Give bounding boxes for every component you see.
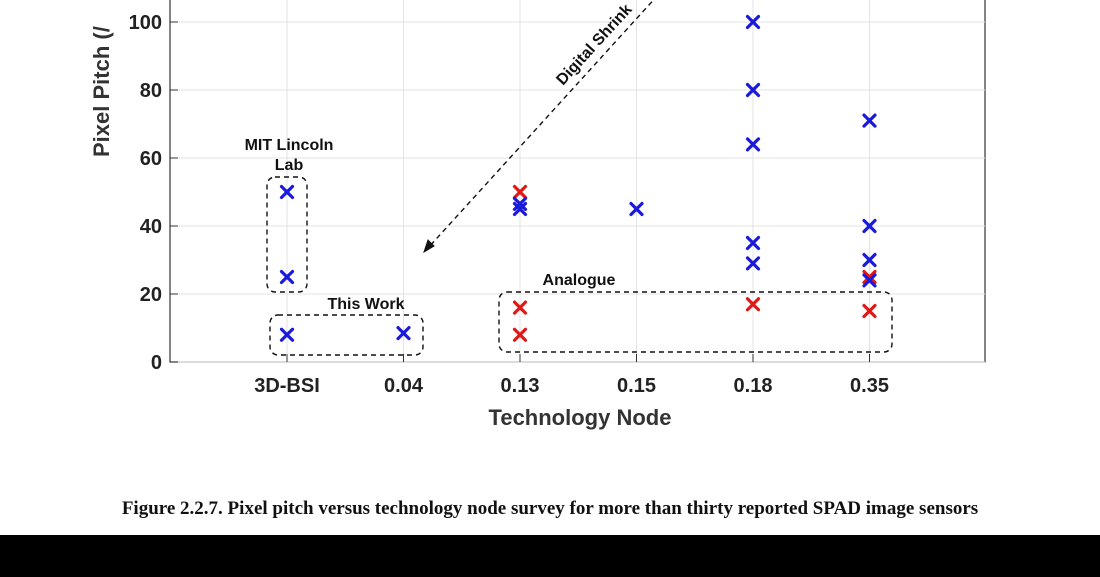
marker-stroke [512, 184, 528, 200]
marker-stroke [512, 201, 528, 217]
marker-stroke [279, 184, 295, 200]
pixel-pitch-chart: 0 20 40 60 80 100 3D-BSI 0.04 0.13 0.15 0.18 0.35 Te… [89, 0, 986, 430]
blue-data-point [279, 184, 295, 200]
marker-stroke [745, 297, 761, 312]
this-work-label: This Work [327, 296, 404, 313]
mit-lincoln-lab-box [266, 176, 308, 293]
blue-data-point [862, 218, 877, 234]
analogue-label: Analogue [543, 272, 616, 289]
blue-data-point [745, 235, 761, 251]
analogue-box [498, 291, 893, 353]
marker-stroke [745, 256, 761, 271]
blue-data-point [745, 137, 761, 152]
marker-stroke [745, 14, 761, 30]
y-tick-label: 80 [140, 80, 162, 102]
blue-data-point [396, 326, 411, 341]
digital-shrink-label: Digital Shrink [553, 1, 635, 89]
mit-lincoln-lab-label-line2: Lab [275, 157, 304, 174]
y-tick-label: 60 [140, 148, 162, 170]
digital-shrink-arrowhead [423, 239, 435, 254]
mit-lincoln-lab-label: MIT Lincoln [245, 137, 334, 154]
blue-data-point [279, 327, 295, 342]
blue-data-point [279, 269, 295, 285]
bottom-black-band [0, 535, 1100, 577]
y-tick-label: 100 [129, 12, 162, 34]
marker-stroke [862, 269, 877, 285]
marker-stroke [862, 113, 877, 128]
y-tick-label: 40 [140, 216, 162, 238]
x-tick-label: 0.13 [501, 375, 540, 397]
marker-stroke [512, 327, 528, 342]
x-tick-label: 3D-BSI [254, 375, 320, 397]
marker-stroke [862, 303, 877, 319]
red-data-point [512, 327, 528, 342]
blue-data-point [862, 273, 877, 288]
blue-data-point [512, 201, 528, 217]
y-axis-title: Pixel Pitch (/ [89, 26, 114, 157]
marker-stroke [745, 235, 761, 251]
blue-data-point [629, 201, 644, 217]
blue-data-point [862, 113, 877, 128]
this-work-box [269, 314, 424, 356]
x-tick-label: 0.35 [850, 375, 889, 397]
marker-stroke [396, 326, 411, 341]
marker-stroke [279, 269, 295, 285]
marker-stroke [512, 300, 528, 315]
blue-data-point [862, 252, 877, 268]
x-tick-label: 0.18 [734, 375, 773, 397]
marker-stroke [745, 137, 761, 152]
marker-stroke [862, 252, 877, 268]
marker-stroke [629, 201, 644, 217]
x-tick-label: 0.15 [617, 375, 656, 397]
blue-data-point [745, 256, 761, 271]
red-data-point [745, 297, 761, 312]
red-data-point [862, 269, 877, 285]
red-data-point [512, 184, 528, 200]
marker-stroke [279, 327, 295, 342]
figure-caption: Figure 2.2.7. Pixel pitch versus technol… [121, 498, 979, 519]
digital-shrink-arrow-line [427, 0, 655, 249]
x-axis-title: Technology Node [489, 405, 672, 430]
y-tick-label: 0 [151, 352, 162, 374]
blue-data-point [745, 14, 761, 30]
marker-stroke [745, 82, 761, 98]
y-tick-label: 20 [140, 284, 162, 306]
marker-stroke [862, 273, 877, 288]
marker-stroke [862, 218, 877, 234]
x-tick-label: 0.04 [384, 375, 424, 397]
blue-data-point [745, 82, 761, 98]
red-data-point [862, 303, 877, 319]
red-data-point [512, 300, 528, 315]
